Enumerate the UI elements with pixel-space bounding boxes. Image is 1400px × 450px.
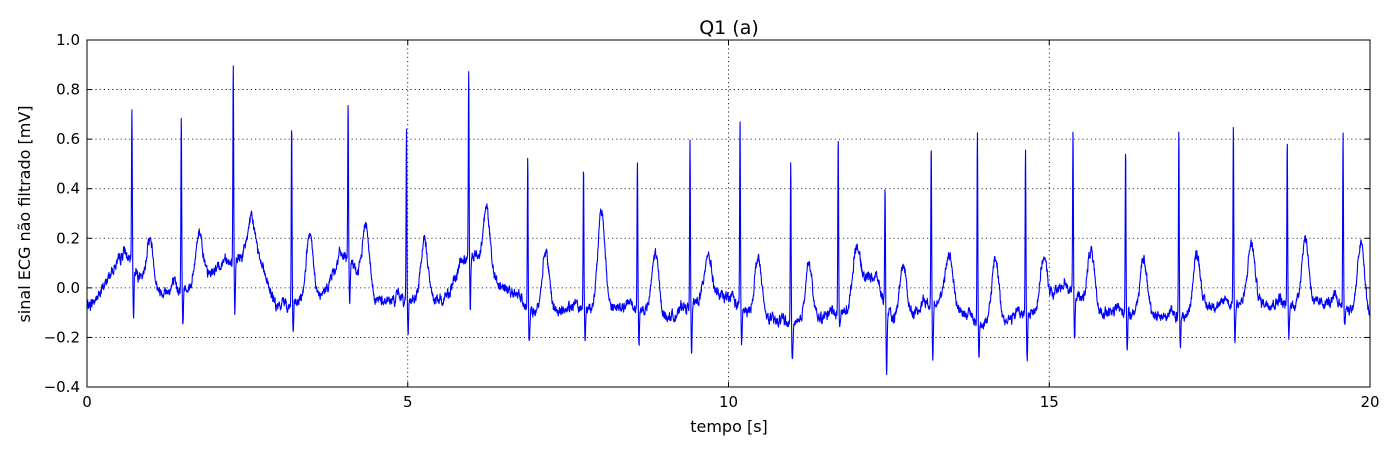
y-tick-label: −0.4 xyxy=(44,378,80,396)
x-tick-label: 10 xyxy=(719,393,738,411)
ecg-series-line xyxy=(86,65,1371,376)
y-tick-label: 1.0 xyxy=(56,31,80,49)
x-axis-label: tempo [s] xyxy=(690,417,768,436)
y-tick-label: 0.0 xyxy=(56,279,80,297)
x-tick-label: 20 xyxy=(1360,393,1379,411)
y-tick-label: 0.2 xyxy=(56,229,80,247)
plot-frame xyxy=(86,39,1371,388)
y-tick-label: 0.8 xyxy=(56,81,80,99)
grid xyxy=(87,40,1370,387)
x-tick-label: 0 xyxy=(82,393,92,411)
axis-ticks: 0 5 10 15 20 −0.4 −0.2 0.0 0.2 0.4 0.6 0.8 1.0 xyxy=(44,31,1380,411)
y-axis-label: sinal ECG não filtrado [mV] xyxy=(15,105,34,322)
plot-area xyxy=(86,65,1371,376)
y-tick-label: −0.2 xyxy=(44,328,80,346)
x-tick-label: 15 xyxy=(1040,393,1059,411)
x-tick-label: 5 xyxy=(403,393,413,411)
y-tick-label: 0.4 xyxy=(56,180,80,198)
chart-title: Q1 (a) xyxy=(699,17,759,39)
y-tick-label: 0.6 xyxy=(56,130,80,148)
